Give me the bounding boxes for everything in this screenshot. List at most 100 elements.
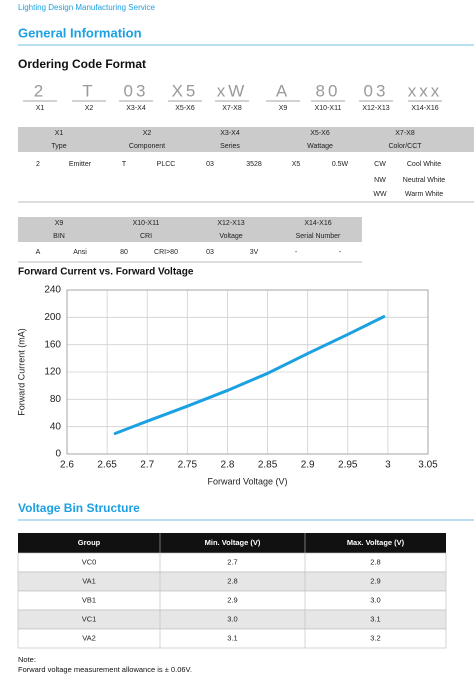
table-cell: VB1 <box>82 595 96 604</box>
table-header: CRI <box>140 233 152 240</box>
table-position: X9 <box>55 220 64 227</box>
table-header: Component <box>129 143 165 150</box>
code-char: xW <box>217 81 248 100</box>
code-char: T <box>82 81 95 100</box>
table-cell: VA1 <box>82 576 96 585</box>
code-position: X1 <box>36 105 45 112</box>
y-tick-label: 120 <box>44 367 61 378</box>
table-cell: Warm White <box>405 191 443 198</box>
chart-title: Forward Current vs. Forward Voltage <box>18 267 194 278</box>
table-header: Group <box>78 538 101 547</box>
x-tick-label: 3 <box>385 460 391 471</box>
table-cell: 3.1 <box>370 614 380 623</box>
x-axis-label: Forward Voltage (V) <box>207 476 287 486</box>
table-header: Series <box>220 143 240 150</box>
x-tick-label: 2.6 <box>60 460 74 471</box>
code-position: X7-X8 <box>222 105 242 112</box>
code-char: X5 <box>172 81 199 100</box>
y-tick-label: 160 <box>44 339 61 350</box>
table-cell: Cool White <box>407 161 441 168</box>
table-cell: 2.7 <box>227 557 237 566</box>
table-header: Type <box>51 143 66 150</box>
table-cell: VC1 <box>82 614 97 623</box>
table-cell: Emitter <box>69 161 92 168</box>
section-rule <box>18 519 474 521</box>
table-cell: VC0 <box>82 557 97 566</box>
code-position: X9 <box>279 105 288 112</box>
section-rule <box>18 44 474 46</box>
table-cell: CRI>80 <box>154 249 178 256</box>
table-cell: PLCC <box>157 161 176 168</box>
table-position: X5-X6 <box>310 130 330 137</box>
table-position: X7-X8 <box>395 130 415 137</box>
table-cell: 80 <box>120 249 128 256</box>
table-row-bg <box>17 628 447 649</box>
table-header-bg <box>18 217 362 242</box>
table-cell: NW <box>374 177 386 184</box>
y-tick-label: 40 <box>50 421 62 432</box>
table-cell: 03 <box>206 161 214 168</box>
table-header: BIN <box>53 233 65 240</box>
table-cell: 2.9 <box>227 595 237 604</box>
table-cell: 2.8 <box>227 576 237 585</box>
brand: Lighting Design Manufacturing Service <box>18 3 156 12</box>
table-position: X12-X13 <box>217 220 244 227</box>
table-position: X10-X11 <box>133 220 160 227</box>
y-tick-label: 240 <box>44 285 61 296</box>
code-position: X10-X11 <box>315 105 342 112</box>
table-cell: A <box>36 249 41 256</box>
table-cell: 03 <box>206 249 214 256</box>
code-position: X12-X13 <box>362 105 389 112</box>
table-cell: WW <box>373 191 387 198</box>
code-char: 80 <box>316 81 341 100</box>
table-header: Color/CCT <box>388 143 422 150</box>
code-char: 03 <box>364 81 389 100</box>
code-char: xxx <box>408 81 443 100</box>
x-tick-label: 2.95 <box>338 460 358 471</box>
table-cell: Neutral White <box>403 177 446 184</box>
x-tick-label: 2.9 <box>301 460 315 471</box>
code-position: X5-X6 <box>175 105 195 112</box>
table-position: X3-X4 <box>220 130 240 137</box>
x-tick-label: 2.75 <box>178 460 198 471</box>
table-header-bg <box>18 533 446 553</box>
table-cell: X5 <box>292 161 301 168</box>
table-cell: 2.9 <box>370 576 380 585</box>
table-cell: 0.5W <box>332 161 349 168</box>
code-position: X3-X4 <box>126 105 146 112</box>
x-tick-label: 2.8 <box>220 460 234 471</box>
y-tick-label: 200 <box>44 312 61 323</box>
y-axis-label: Forward Current (mA) <box>16 328 26 416</box>
table-position: X2 <box>143 130 152 137</box>
y-tick-label: 0 <box>55 449 61 460</box>
table-cell: 3.2 <box>370 633 380 642</box>
table-cell: - <box>295 249 298 256</box>
table-cell: Ansi <box>73 249 87 256</box>
y-tick-label: 80 <box>50 394 62 405</box>
table-cell: 3V <box>250 249 259 256</box>
table-position: X14-X16 <box>304 220 331 227</box>
data-line <box>113 315 386 435</box>
subtitle: Ordering Code Format <box>18 57 146 71</box>
table-cell: T <box>122 161 127 168</box>
table-cell: 3.0 <box>370 595 380 604</box>
table-header: Voltage <box>219 233 242 240</box>
table-header: Max. Voltage (V) <box>347 538 405 547</box>
table-header: Serial Number <box>296 233 341 240</box>
table-cell: 2.8 <box>370 557 380 566</box>
table-cell: - <box>339 249 342 256</box>
table-position: X1 <box>55 130 64 137</box>
table-cell: CW <box>374 161 386 168</box>
table-header: Min. Voltage (V) <box>205 538 261 547</box>
x-tick-label: 2.65 <box>97 460 117 471</box>
table-cell: 3.0 <box>227 614 237 623</box>
code-position: X14-X16 <box>411 105 438 112</box>
note-text: Forward voltage measurement allowance is… <box>18 665 192 674</box>
code-position: X2 <box>85 105 94 112</box>
code-char: 2 <box>34 81 46 100</box>
x-tick-label: 2.7 <box>140 460 154 471</box>
table-header-bg <box>18 127 474 152</box>
x-tick-label: 2.85 <box>258 460 278 471</box>
